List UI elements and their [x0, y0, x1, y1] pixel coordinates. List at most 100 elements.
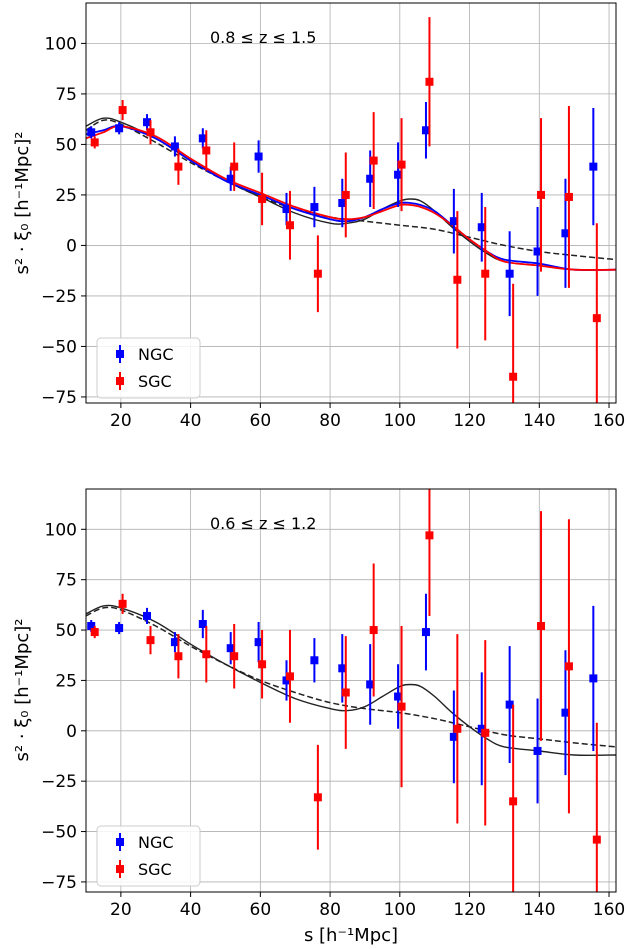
data-point-ngc — [505, 269, 514, 278]
data-point-ngc — [282, 676, 291, 685]
data-point-ngc — [170, 142, 179, 151]
x-tick-label: 80 — [319, 900, 341, 920]
data-point-ngc — [533, 746, 542, 755]
data-point-sgc — [592, 314, 601, 323]
legend: NGC SGC — [96, 337, 201, 399]
data-point-sgc — [258, 660, 267, 669]
data-point-ngc — [226, 644, 235, 653]
data-point-sgc — [90, 628, 99, 637]
x-tick-labels: 20 40 60 80 100 120 140 160 — [110, 403, 625, 431]
data-point-ngc — [338, 199, 347, 207]
data-point-ngc — [589, 674, 598, 683]
top-panel: 20 40 60 80 100 120 140 160 −75 −50 −25 0 25 50 75 100… — [12, 2, 625, 431]
x-tick-label: 40 — [180, 900, 202, 920]
data-point-ngc — [561, 229, 570, 238]
x-tick-label: 160 — [593, 411, 625, 431]
data-point-ngc — [143, 611, 152, 620]
data-point-ngc — [170, 638, 179, 647]
x-tick-label: 20 — [110, 411, 132, 431]
x-tick-label: 140 — [523, 411, 555, 431]
y-tick-label: 50 — [55, 135, 77, 155]
data-point-ngc — [226, 174, 235, 183]
y-axis-label: s² · ξ₀ [h⁻¹Mpc]² — [12, 619, 33, 762]
data-point-sgc — [369, 626, 378, 635]
legend-label-ngc: NGC — [138, 345, 174, 364]
x-tick-label: 100 — [384, 900, 416, 920]
model-curve-black-solid — [86, 604, 616, 757]
data-point-sgc — [564, 662, 573, 671]
data-point-sgc — [592, 835, 601, 844]
data-point-sgc — [537, 622, 546, 631]
x-tick-label: 60 — [250, 411, 272, 431]
data-point-sgc — [285, 672, 294, 681]
data-point-ngc — [505, 700, 514, 709]
data-point-ngc — [394, 692, 403, 701]
data-point-sgc — [425, 531, 434, 540]
data-point-sgc — [202, 650, 211, 659]
data-point-sgc — [397, 160, 406, 169]
grid — [86, 489, 616, 892]
data-point-ngc — [310, 656, 319, 665]
data-point-ngc — [366, 174, 375, 183]
data-point-sgc — [90, 138, 99, 147]
y-tick-label: 0 — [66, 236, 77, 256]
y-tick-label: 100 — [45, 520, 77, 540]
y-tick-label: 25 — [55, 671, 77, 691]
data-point-ngc — [254, 152, 263, 161]
data-point-ngc — [449, 217, 458, 226]
data-point-sgc — [453, 275, 462, 284]
data-point-sgc — [453, 724, 462, 733]
data-point-ngc — [87, 622, 96, 631]
data-point-sgc — [230, 162, 239, 171]
data-point-sgc — [481, 269, 490, 278]
y-tick-label: 0 — [66, 722, 77, 742]
y-tick-label: −50 — [41, 823, 77, 843]
data-point-ngc — [561, 708, 570, 717]
y-tick-label: 50 — [55, 621, 77, 641]
data-point-sgc — [481, 728, 490, 737]
data-point-sgc — [313, 269, 322, 278]
data-point-ngc — [477, 223, 486, 232]
y-tick-label: −75 — [41, 388, 77, 408]
data-point-sgc — [146, 636, 155, 645]
plot-frame — [85, 488, 617, 893]
data-point-ngc — [115, 124, 124, 133]
x-tick-label: 160 — [593, 900, 625, 920]
data-point-ngc — [115, 624, 124, 633]
x-tick-label: 100 — [384, 411, 416, 431]
legend-label-sgc: SGC — [138, 372, 172, 391]
data-point-ngc — [589, 162, 598, 171]
data-point-sgc — [174, 162, 183, 171]
data-point-sgc — [369, 156, 378, 165]
x-tick-label: 60 — [250, 900, 272, 920]
data-point-ngc — [338, 664, 347, 673]
data-point-sgc — [202, 146, 211, 155]
model-curve-black-dashed — [86, 606, 616, 748]
x-tick-label: 120 — [453, 411, 485, 431]
plot-frame — [85, 2, 617, 404]
data-point-ngc — [421, 126, 430, 135]
legend: NGC SGC — [96, 825, 201, 887]
data-point-ngc — [449, 732, 458, 741]
legend-marker-sgc — [116, 860, 124, 878]
data-point-ngc — [198, 620, 207, 629]
y-tick-label: 25 — [55, 186, 77, 206]
data-point-ngc — [254, 638, 263, 647]
data-point-ngc — [533, 247, 542, 256]
legend-label-ngc: NGC — [138, 833, 174, 852]
legend-marker-ngc — [116, 345, 124, 363]
y-tick-label: 75 — [55, 571, 77, 591]
legend-marker-ngc — [116, 833, 124, 851]
data-point-sgc — [118, 106, 127, 115]
x-tick-label: 140 — [523, 900, 555, 920]
data-point-ngc — [310, 203, 319, 212]
data-point-ngc — [366, 680, 375, 689]
data-points — [87, 489, 601, 892]
x-tick-label: 120 — [453, 900, 485, 920]
model-curve-black-dashed — [86, 119, 616, 261]
data-points — [87, 17, 601, 403]
data-point-ngc — [87, 128, 96, 137]
data-point-sgc — [258, 194, 267, 203]
data-point-ngc — [421, 628, 430, 637]
